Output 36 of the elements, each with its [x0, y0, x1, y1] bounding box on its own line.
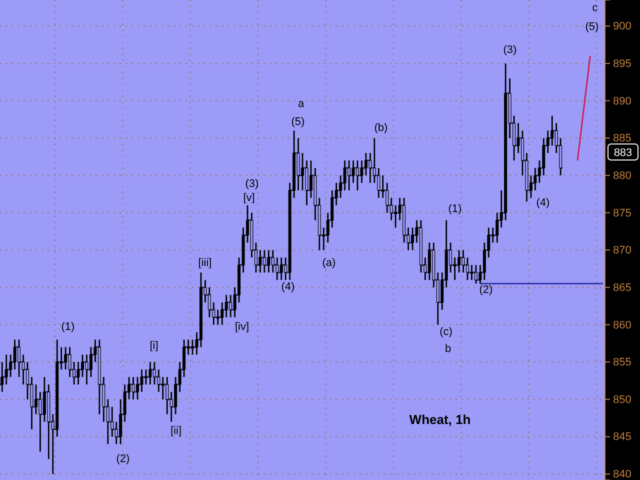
y-tick-label: 890: [613, 95, 632, 108]
annotation: (4): [536, 197, 550, 209]
annotation: (3): [503, 44, 517, 56]
annotation: (5): [585, 21, 599, 33]
text: 883: [614, 147, 632, 159]
annotation: [iii]: [198, 257, 212, 269]
annotation: [ii]: [170, 425, 182, 437]
annotation: (a): [322, 257, 336, 269]
annotation: (1): [448, 203, 462, 215]
annotation: (c): [440, 326, 452, 338]
y-tick-label: 855: [613, 356, 632, 369]
annotation: (b): [374, 122, 388, 134]
y-tick-label: 900: [613, 20, 632, 33]
annotation: [v]: [243, 192, 255, 204]
y-tick-label: 880: [613, 170, 632, 182]
annotation: (1): [61, 321, 75, 333]
y-tick-label: 875: [613, 207, 632, 220]
annotation: (2): [116, 453, 130, 465]
y-tick-label: 845: [613, 431, 632, 444]
annotation: (4): [281, 281, 295, 293]
annotation: [i]: [150, 340, 158, 352]
annotation: c: [592, 2, 598, 14]
annotation: [iv]: [234, 321, 250, 333]
y-tick-label: 850: [613, 394, 632, 406]
annotation: a: [298, 98, 305, 110]
text: Wheat, 1h: [409, 412, 471, 427]
y-tick-label: 870: [613, 244, 632, 257]
y-tick-label: 840: [613, 468, 632, 480]
y-tick-label: 895: [613, 58, 632, 70]
annotation: (2): [479, 284, 493, 296]
y-tick-label: 865: [613, 282, 632, 294]
annotation: b: [444, 343, 452, 355]
y-tick-label: 885: [613, 132, 632, 145]
annotation: (3): [245, 178, 259, 190]
y-tick-label: 860: [613, 319, 632, 332]
annotation: (5): [291, 116, 305, 128]
